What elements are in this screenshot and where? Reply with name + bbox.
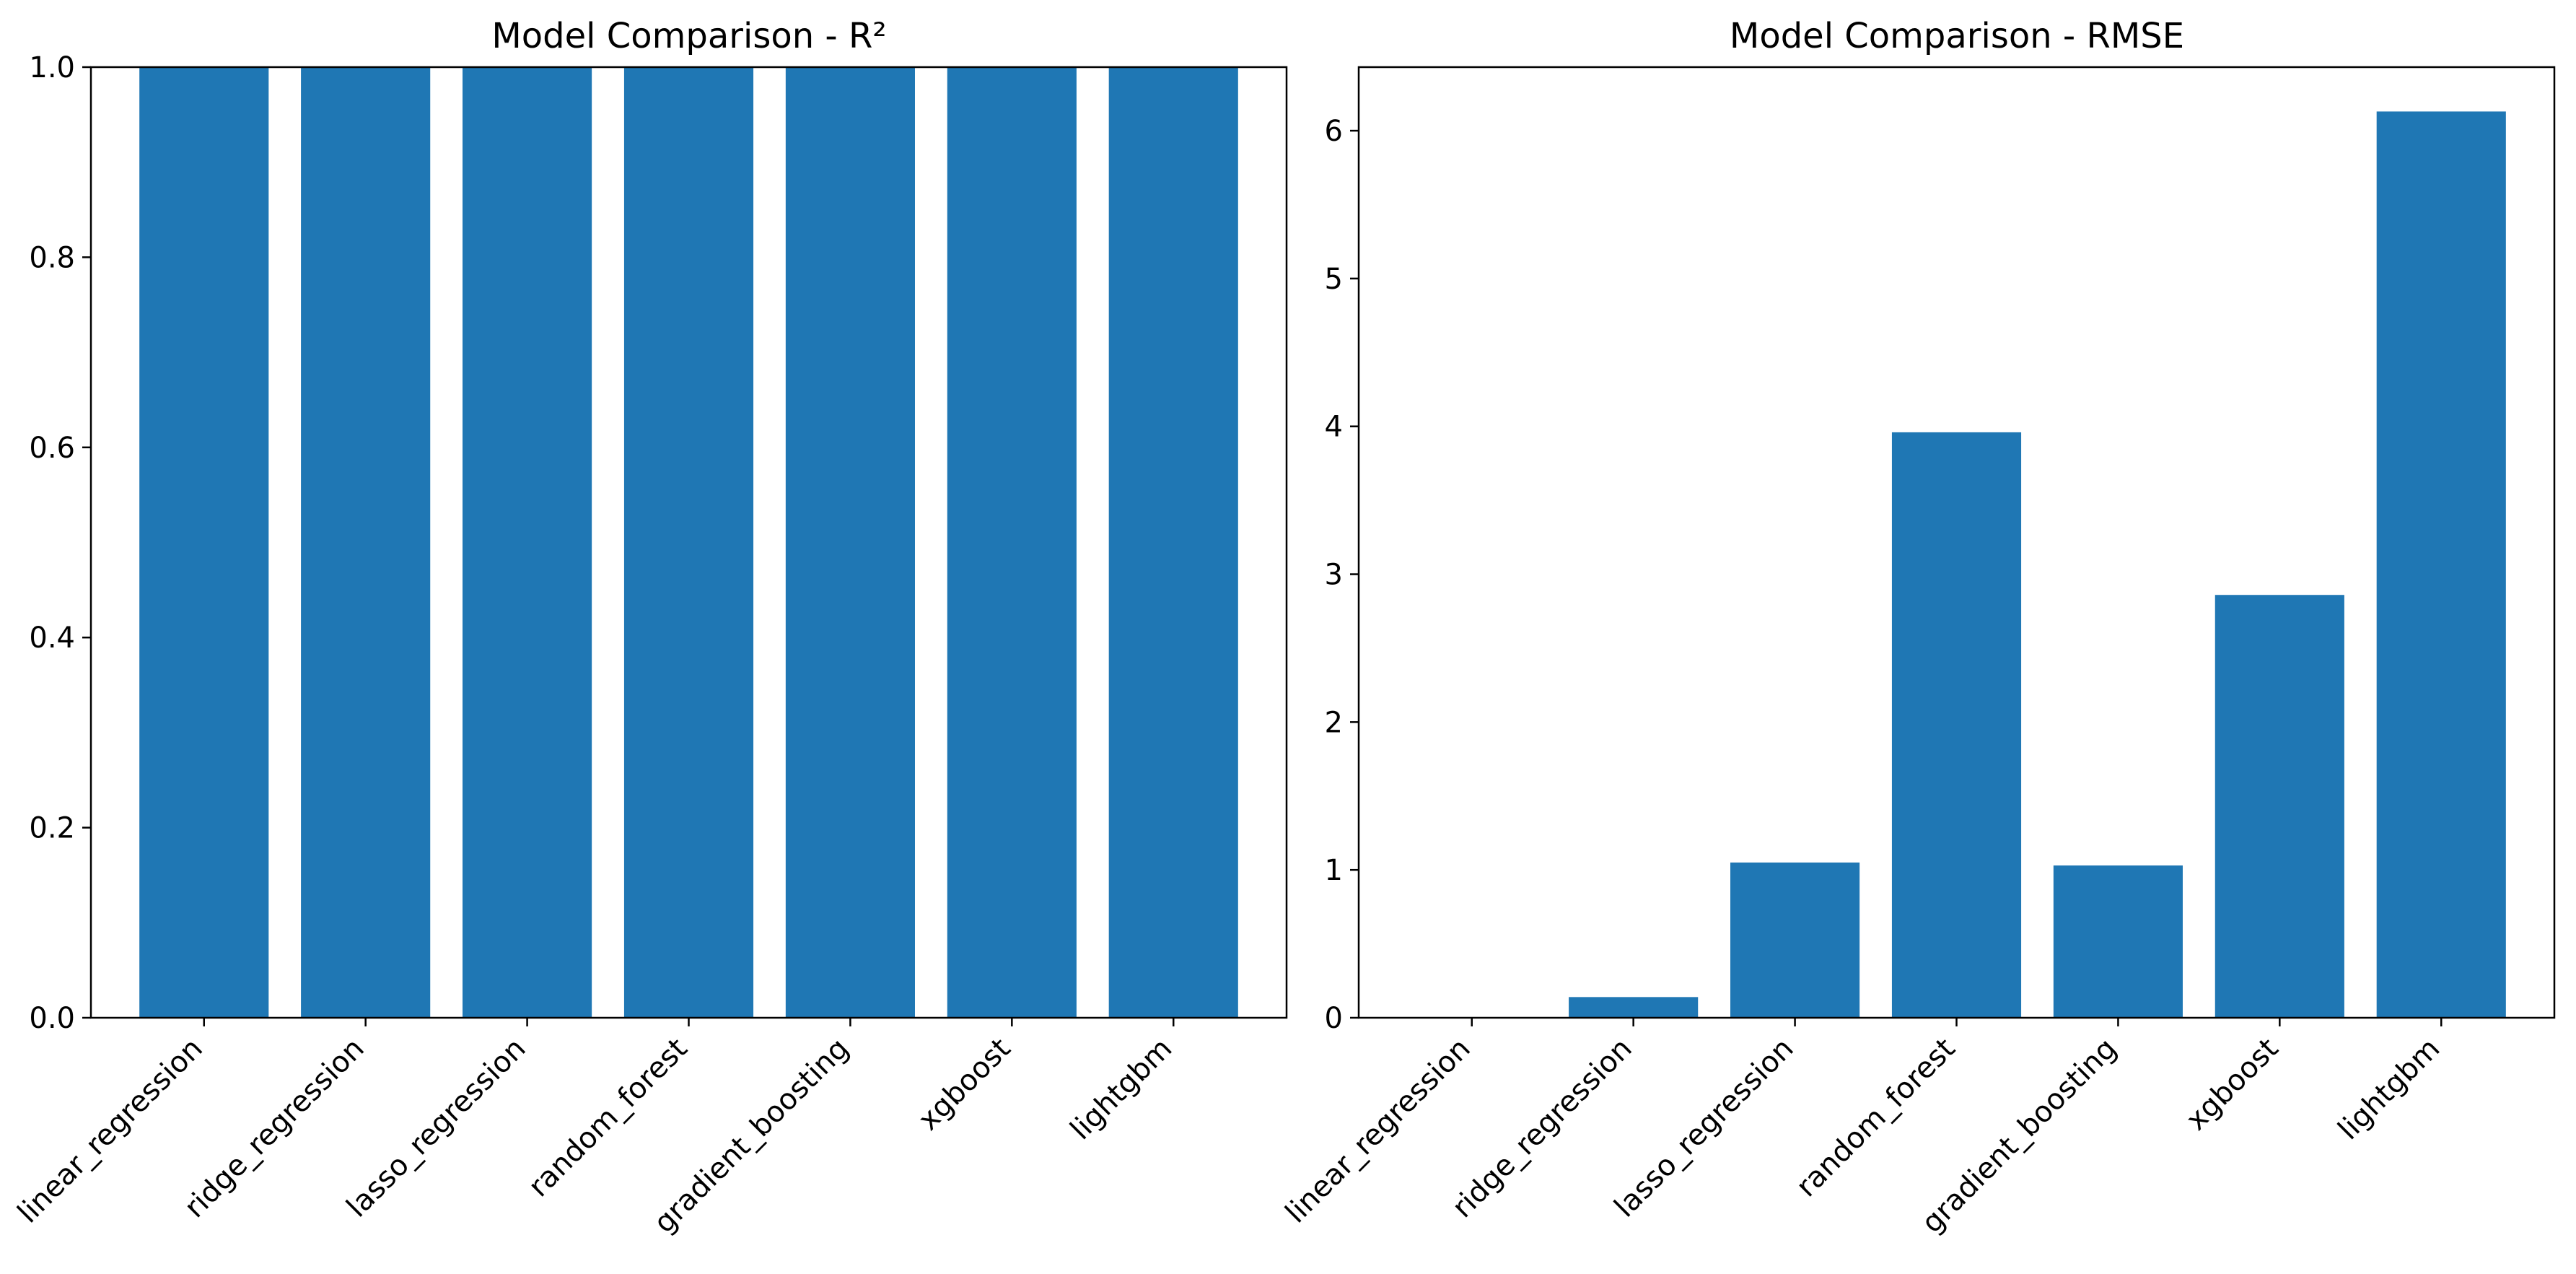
bar-random-forest bbox=[1891, 432, 2022, 1018]
chart-title: Model Comparison - RMSE bbox=[1730, 16, 2184, 56]
bar-group bbox=[1569, 111, 2506, 1018]
y-tick-label: 4 bbox=[1325, 411, 1343, 444]
y-tick-label: 0.4 bbox=[29, 621, 75, 655]
bar-ridge-regression bbox=[1569, 997, 1699, 1018]
plot-frame bbox=[89, 66, 1288, 1019]
y-tick-label: 5 bbox=[1325, 263, 1343, 296]
y-tick-label: 1 bbox=[1325, 854, 1343, 887]
y-axis: 0.0 0.2 0.4 0.6 0.8 1.0 bbox=[29, 51, 91, 1035]
bar-linear-regression bbox=[139, 67, 269, 1018]
y-tick-label: 2 bbox=[1325, 706, 1343, 739]
bar-gradient-boosting bbox=[785, 67, 915, 1018]
y-tick-label: 1.0 bbox=[29, 51, 75, 84]
y-tick-label: 0.0 bbox=[29, 1002, 75, 1035]
bar-lightgbm bbox=[2376, 111, 2506, 1018]
y-tick-label: 0.6 bbox=[29, 432, 75, 465]
y-tick-label: 0.2 bbox=[29, 812, 75, 845]
y-tick-label: 0.8 bbox=[29, 241, 75, 274]
bar-xgboost bbox=[2214, 595, 2344, 1018]
y-tick-label: 6 bbox=[1325, 115, 1343, 148]
chart-title: Model Comparison - R² bbox=[491, 16, 886, 56]
bar-lasso-regression bbox=[1730, 862, 1860, 1018]
y-axis: 0 1 2 3 4 5 6 bbox=[1325, 115, 1359, 1035]
bar-lasso-regression bbox=[463, 67, 592, 1018]
bar-gradient-boosting bbox=[2053, 865, 2183, 1018]
plot-frame bbox=[1357, 66, 2556, 1019]
y-tick-label: 0 bbox=[1325, 1002, 1343, 1035]
y-tick-label: 3 bbox=[1325, 559, 1343, 592]
bar-random-forest bbox=[623, 67, 754, 1018]
bar-xgboost bbox=[947, 67, 1077, 1018]
bar-ridge-regression bbox=[301, 67, 431, 1018]
bar-lightgbm bbox=[1108, 67, 1238, 1018]
bar-group bbox=[139, 67, 1238, 1018]
